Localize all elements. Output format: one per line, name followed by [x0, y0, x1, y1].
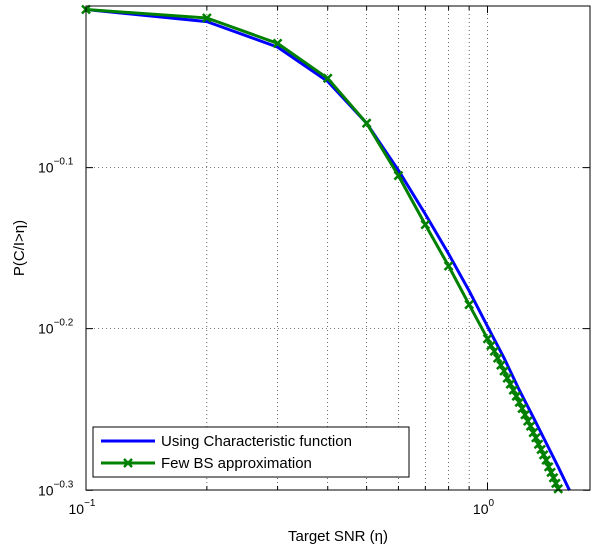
data-point [528, 427, 539, 438]
data-point [508, 385, 519, 395]
legend-item: Few BS approximation [101, 455, 312, 472]
data-point [272, 38, 283, 49]
data-point [514, 397, 525, 408]
data-point [511, 391, 522, 402]
data-point [393, 170, 404, 181]
data-point [361, 118, 372, 129]
data-point [486, 340, 496, 351]
tick-labels: 10−1 100 10−0.1 10−0.2 10−0.3 [38, 157, 495, 517]
legend-label: Few BS approximation [161, 455, 312, 472]
data-point [550, 478, 561, 489]
data-point [420, 219, 431, 230]
y-tick-label: 10−0.3 [38, 479, 74, 498]
series-2 [81, 4, 564, 494]
series-layer [81, 4, 571, 494]
data-point [505, 379, 516, 389]
x-tick-label: 10−1 [69, 498, 96, 517]
data-point [322, 73, 333, 84]
data-point [517, 403, 528, 414]
data-point [496, 360, 506, 370]
data-point [492, 353, 503, 363]
data-point [546, 467, 556, 478]
plot-frame [85, 5, 591, 491]
data-point [543, 462, 554, 472]
data-point [482, 333, 493, 344]
legend-box [92, 426, 410, 478]
data-point [533, 439, 544, 450]
x-tick-label: 100 [473, 498, 495, 517]
data-point [464, 299, 475, 310]
y-tick-label: 10−0.2 [38, 318, 74, 337]
series-line [85, 8, 571, 491]
data-point [536, 444, 547, 455]
legend-item: Using Characteristic function [101, 433, 352, 450]
data-point [499, 366, 510, 376]
tick-marks [85, 6, 590, 491]
data-point [553, 483, 564, 494]
data-point [443, 261, 454, 271]
plot-background [86, 6, 590, 490]
legend-label: Using Characteristic function [161, 433, 352, 450]
y-tick-label: 10−0.1 [38, 157, 74, 176]
data-point [520, 409, 530, 420]
data-point [201, 13, 212, 23]
data-point [541, 455, 552, 466]
data-point [502, 373, 513, 383]
data-point [538, 449, 549, 460]
series-1 [85, 8, 571, 491]
data-point [522, 416, 533, 426]
x-axis-label: Target SNR (η) [288, 528, 388, 545]
y-axis-label: P(C/I>η) [11, 220, 28, 276]
legend: Using Characteristic function Few BS appr… [92, 426, 410, 478]
data-point [531, 432, 541, 443]
grid [86, 6, 590, 490]
data-point [548, 472, 559, 483]
data-point [525, 421, 536, 432]
data-point [489, 346, 500, 357]
